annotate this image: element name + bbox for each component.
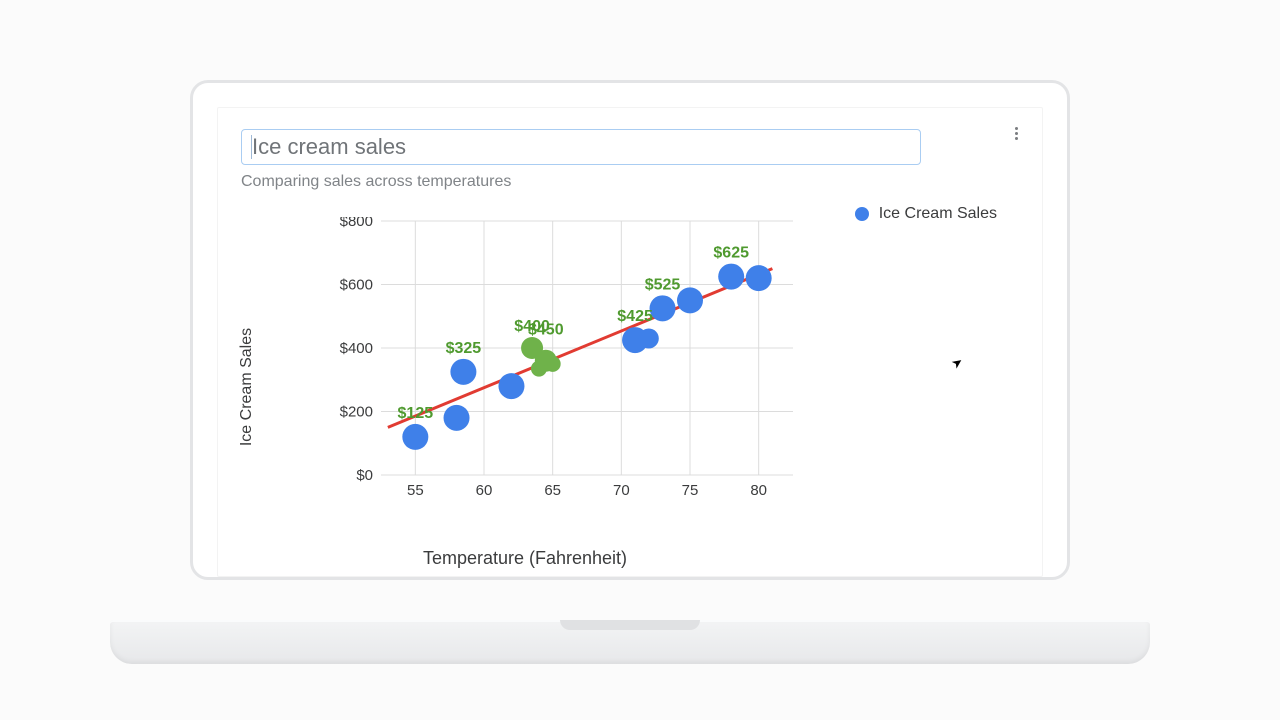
laptop-screen-bezel: Comparing sales across temperatures Ice … (190, 80, 1070, 580)
svg-text:$625: $625 (713, 245, 749, 262)
svg-text:55: 55 (407, 482, 424, 499)
svg-text:75: 75 (682, 482, 699, 499)
laptop-base (110, 620, 1150, 664)
svg-text:$425: $425 (617, 308, 653, 325)
svg-text:$600: $600 (340, 277, 373, 294)
text-cursor (251, 135, 252, 159)
x-axis-title: Temperature (Fahrenheit) (241, 548, 809, 569)
chart-title-input[interactable] (241, 129, 921, 165)
laptop-notch (560, 620, 700, 630)
svg-text:$525: $525 (645, 276, 681, 293)
svg-text:$325: $325 (446, 340, 482, 357)
svg-text:$400: $400 (340, 340, 373, 357)
svg-text:65: 65 (544, 482, 561, 499)
chart-legend: Ice Cream Sales (855, 205, 997, 223)
laptop-screen: Comparing sales across temperatures Ice … (217, 107, 1043, 577)
chart-editor-panel: Comparing sales across temperatures Ice … (217, 107, 1043, 577)
svg-text:$800: $800 (340, 217, 373, 230)
chart-title-field-wrap (241, 129, 921, 165)
kebab-menu-icon[interactable] (1007, 125, 1025, 143)
legend-swatch-icon (855, 207, 869, 221)
svg-text:60: 60 (476, 482, 493, 499)
plot-region[interactable]: $0 $200 $400 $600 $800 55 60 65 70 75 80 $125 $325 $4… (325, 217, 799, 503)
laptop-mockup: Comparing sales across temperatures Ice … (190, 80, 1070, 620)
chart-subtitle: Comparing sales across temperatures (241, 173, 1019, 191)
chart-area: Ice Cream Sales Temperature (Fahrenheit)… (241, 207, 1019, 567)
svg-text:$450: $450 (528, 322, 564, 339)
svg-text:$0: $0 (356, 467, 373, 484)
svg-text:$125: $125 (398, 405, 434, 422)
svg-text:70: 70 (613, 482, 630, 499)
svg-text:80: 80 (750, 482, 767, 499)
stage: Comparing sales across temperatures Ice … (0, 0, 1280, 720)
y-axis-title: Ice Cream Sales (238, 328, 256, 446)
svg-text:$200: $200 (340, 404, 373, 421)
legend-label: Ice Cream Sales (879, 205, 997, 223)
